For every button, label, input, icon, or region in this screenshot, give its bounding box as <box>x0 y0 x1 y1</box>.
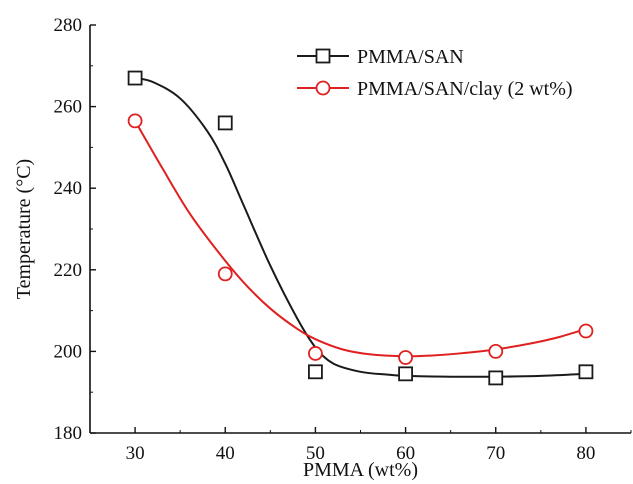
legend-marker-square <box>317 50 330 63</box>
y-tick-label: 180 <box>54 423 83 444</box>
series-0-point <box>309 365 322 378</box>
series-0-fit-line <box>135 78 586 377</box>
x-axis-label: PMMA (wt%) <box>303 459 418 481</box>
y-tick-label: 260 <box>54 97 83 118</box>
legend-marker-circle <box>317 82 330 95</box>
series-1-point <box>399 351 412 364</box>
y-tick-label: 240 <box>54 178 83 199</box>
fit-curves <box>135 78 586 377</box>
series-0-point <box>579 365 592 378</box>
series-1-point <box>219 267 232 280</box>
y-tick-label: 220 <box>54 260 83 281</box>
legend-label-pmma-san-clay: PMMA/SAN/clay (2 wt%) <box>357 78 573 100</box>
series-0-point <box>399 367 412 380</box>
y-tick-label: 280 <box>54 15 83 36</box>
x-tick-label: 30 <box>126 443 145 464</box>
x-tick-label: 80 <box>576 443 595 464</box>
y-tick-label: 200 <box>54 341 83 362</box>
y-axis-label: Temperature (°C) <box>13 159 35 299</box>
series-1-point <box>129 114 142 127</box>
series-0-point <box>489 371 502 384</box>
series-1-point <box>579 325 592 338</box>
series-1-fit-line <box>135 121 586 356</box>
series-0-point <box>219 116 232 129</box>
x-tick-label: 70 <box>486 443 505 464</box>
legend: PMMA/SAN PMMA/SAN/clay (2 wt%) <box>297 46 573 100</box>
legend-label-pmma-san: PMMA/SAN <box>357 46 464 68</box>
series-1-point <box>309 347 322 360</box>
x-tick-label: 40 <box>216 443 235 464</box>
series-0-point <box>129 72 142 85</box>
series-1-point <box>489 345 502 358</box>
